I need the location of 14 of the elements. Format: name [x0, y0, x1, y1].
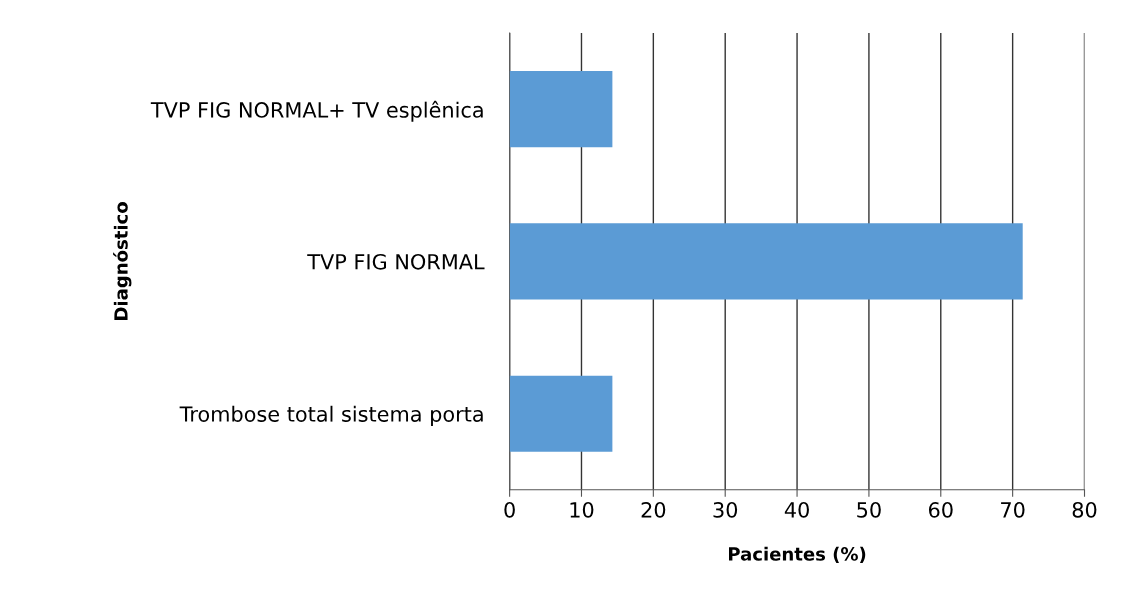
y-tick-label: TVP FIG NORMAL — [307, 253, 485, 270]
x-tick-label: 0 — [504, 501, 515, 518]
x-tick-label: 80 — [1072, 501, 1097, 518]
y-axis-title: Diagnóstico — [113, 202, 132, 320]
y-tick-label: TVP FIG NORMAL+ TV esplênica — [150, 100, 483, 122]
x-tick-label: 70 — [1001, 501, 1025, 518]
x-tick-label: 10 — [570, 501, 594, 518]
x-tick-label: 20 — [641, 501, 666, 518]
x-axis-title: Pacientes (%) — [729, 546, 866, 563]
x-tick-label: 60 — [928, 501, 953, 518]
x-tick-label: 40 — [784, 501, 809, 518]
x-tick-label: 30 — [713, 501, 738, 518]
y-tick-label: Trombose total sistema porta — [179, 405, 483, 426]
x-tick-label: 50 — [857, 501, 881, 518]
